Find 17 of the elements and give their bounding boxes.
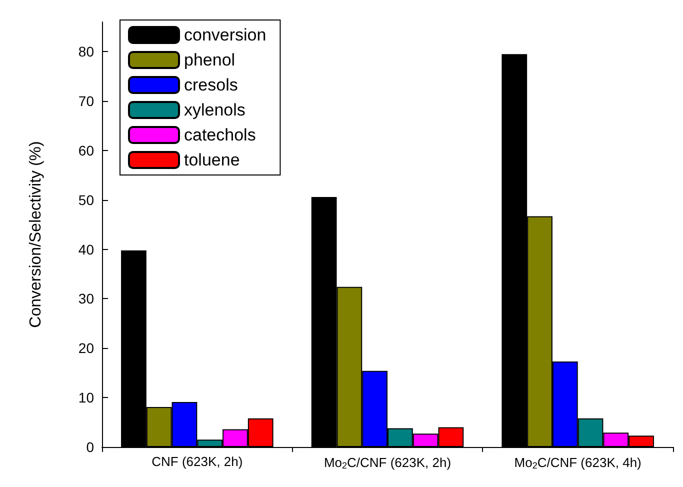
y-tick-label: 60 <box>78 142 94 158</box>
legend-label: xylenols <box>184 100 246 120</box>
y-tick-label: 0 <box>86 439 94 455</box>
legend-label: catechols <box>184 126 256 144</box>
legend-label: toluene <box>184 150 240 170</box>
legend-label: phenol <box>184 50 236 70</box>
y-tick-label: 10 <box>78 390 94 406</box>
legend-label: conversion <box>184 26 266 44</box>
y-tick-label: 50 <box>78 192 94 208</box>
legend-label: cresols <box>184 76 238 94</box>
y-tick-label: 30 <box>78 290 94 307</box>
y-tick-label: 40 <box>78 241 94 258</box>
y-axis-title: Conversion/Selectivity (%) <box>28 141 44 328</box>
y-tick-label: 70 <box>78 93 94 110</box>
y-tick-label: 80 <box>78 44 94 60</box>
y-tick-label: 20 <box>78 340 94 356</box>
x-tick-label: CNF (623K, 2h) <box>152 454 243 469</box>
